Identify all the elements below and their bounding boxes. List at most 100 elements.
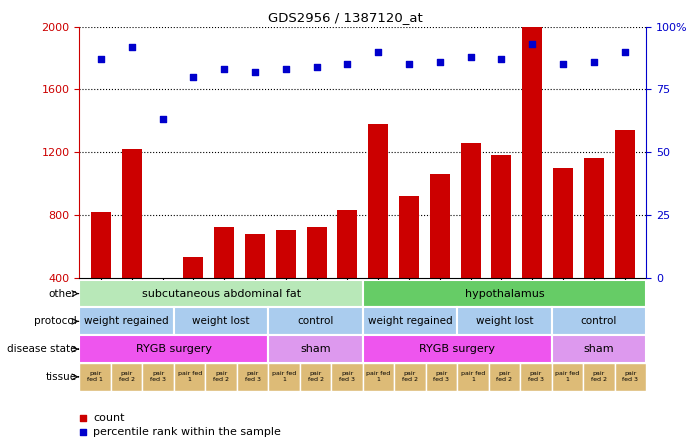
Bar [111,363,142,391]
Bar [300,363,331,391]
Text: pair
fed 2: pair fed 2 [119,372,135,382]
Bar [268,335,363,363]
Bar [363,363,395,391]
Point [342,61,353,68]
Text: weight lost: weight lost [192,316,250,326]
Point [311,63,322,70]
Text: pair
fed 2: pair fed 2 [496,372,513,382]
Bar [614,363,646,391]
Text: pair
fed 3: pair fed 3 [433,372,449,382]
Bar [276,230,296,278]
Bar [307,227,327,278]
Bar [457,307,551,335]
Text: pair
fed 3: pair fed 3 [339,372,355,382]
Bar [430,174,450,278]
Bar [551,363,583,391]
Text: hypothalamus: hypothalamus [464,289,545,299]
Point [218,66,229,73]
Bar [426,363,457,391]
Point [281,66,292,73]
Text: pair
fed 2: pair fed 2 [213,372,229,382]
Text: pair
fed 2: pair fed 2 [591,372,607,382]
Bar [79,307,174,335]
Bar [268,363,300,391]
Point [527,41,538,48]
Bar [363,335,551,363]
Point [619,48,630,56]
Bar [79,335,268,363]
Bar [583,363,614,391]
Point [434,58,445,65]
Bar [551,307,646,335]
Text: pair
fed 3: pair fed 3 [245,372,261,382]
Bar [174,307,268,335]
Bar [522,27,542,278]
Text: pair fed
1: pair fed 1 [178,372,202,382]
Text: control: control [580,316,617,326]
Bar [363,307,457,335]
Bar [214,227,234,278]
Bar [237,363,268,391]
Text: pair fed
1: pair fed 1 [272,372,296,382]
Text: pair fed
1: pair fed 1 [366,372,390,382]
Text: pair
fed 2: pair fed 2 [307,372,323,382]
Bar [91,212,111,278]
Point [188,73,199,80]
Bar [174,363,205,391]
Bar [363,280,646,307]
Bar [489,363,520,391]
Text: pair
fed 2: pair fed 2 [402,372,418,382]
Point [126,43,138,50]
Bar [205,363,237,391]
Text: disease state: disease state [7,344,76,354]
Bar [395,363,426,391]
Text: control: control [297,316,334,326]
Point [558,61,569,68]
Point [77,414,88,421]
Text: GDS2956 / 1387120_at: GDS2956 / 1387120_at [268,11,423,24]
Point [249,68,261,75]
Bar [584,159,604,278]
Text: sham: sham [584,344,614,354]
Point [465,53,476,60]
Bar [553,168,573,278]
Point [404,61,415,68]
Bar [520,363,551,391]
Text: pair
fed 3: pair fed 3 [623,372,638,382]
Bar [399,196,419,278]
Bar [245,234,265,278]
Point [77,429,88,436]
Point [95,56,106,63]
Bar [614,130,634,278]
Text: subcutaneous abdominal fat: subcutaneous abdominal fat [142,289,301,299]
Point [157,116,168,123]
Text: percentile rank within the sample: percentile rank within the sample [93,427,281,437]
Point [588,58,599,65]
Text: weight regained: weight regained [84,316,169,326]
Text: pair
fed 3: pair fed 3 [150,372,166,382]
Text: pair
fed 3: pair fed 3 [528,372,544,382]
Bar [268,307,363,335]
Text: pair fed
1: pair fed 1 [461,372,485,382]
Text: weight lost: weight lost [475,316,533,326]
Bar [142,363,174,391]
Text: pair
fed 1: pair fed 1 [87,372,103,382]
Bar [368,124,388,278]
Bar [331,363,363,391]
Bar [551,335,646,363]
Text: pair fed
1: pair fed 1 [556,372,580,382]
Point [496,56,507,63]
Text: RYGB surgery: RYGB surgery [136,344,212,354]
Bar [337,210,357,278]
Text: count: count [93,413,124,423]
Bar [122,149,142,278]
Point [372,48,384,56]
Text: other: other [48,289,76,299]
Bar [457,363,489,391]
Text: tissue: tissue [45,372,76,382]
Bar [460,143,480,278]
Text: sham: sham [301,344,331,354]
Text: protocol: protocol [34,316,76,326]
Text: weight regained: weight regained [368,316,453,326]
Bar [79,280,363,307]
